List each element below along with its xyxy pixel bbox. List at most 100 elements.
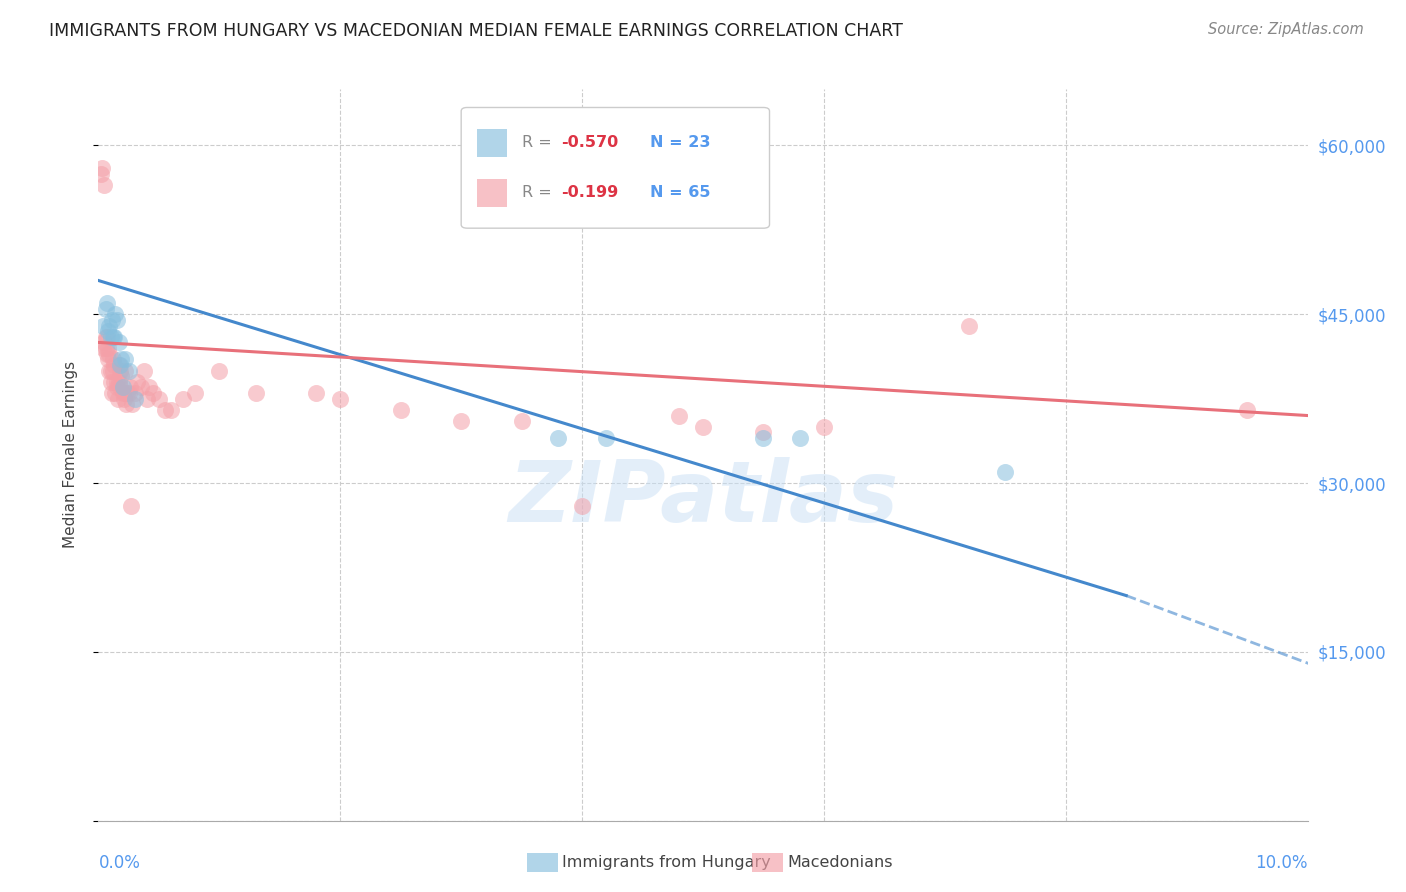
Text: R =: R = — [522, 136, 557, 151]
Point — [138, 380, 160, 394]
Point — [93, 335, 115, 350]
Point — [100, 363, 122, 377]
Point — [813, 419, 835, 434]
Point — [957, 318, 980, 333]
Point — [111, 380, 134, 394]
Point — [114, 352, 136, 367]
Text: N = 65: N = 65 — [650, 186, 710, 201]
Point — [571, 499, 593, 513]
Point — [111, 386, 134, 401]
Point — [91, 161, 114, 175]
Point — [105, 380, 128, 394]
Point — [91, 341, 114, 355]
Bar — [477, 128, 508, 157]
Point — [108, 335, 131, 350]
Point — [101, 352, 124, 367]
Point — [100, 375, 122, 389]
Point — [1236, 403, 1258, 417]
Point — [108, 375, 131, 389]
Point — [135, 392, 157, 406]
Point — [752, 431, 775, 445]
Text: Source: ZipAtlas.com: Source: ZipAtlas.com — [1208, 22, 1364, 37]
Point — [100, 313, 122, 327]
Point — [101, 330, 124, 344]
Point — [752, 425, 775, 440]
Text: IMMIGRANTS FROM HUNGARY VS MACEDONIAN MEDIAN FEMALE EARNINGS CORRELATION CHART: IMMIGRANTS FROM HUNGARY VS MACEDONIAN ME… — [49, 22, 903, 40]
Point — [108, 358, 131, 372]
Point — [994, 465, 1017, 479]
Point — [97, 341, 120, 355]
Point — [134, 363, 156, 377]
Point — [124, 386, 146, 401]
Point — [118, 363, 141, 377]
Point — [94, 341, 117, 355]
Point — [96, 330, 118, 344]
Point — [108, 358, 131, 372]
Text: Immigrants from Hungary: Immigrants from Hungary — [562, 855, 770, 870]
Point — [124, 392, 146, 406]
Point — [118, 386, 141, 401]
Point — [121, 397, 143, 411]
FancyBboxPatch shape — [461, 108, 769, 228]
Point — [104, 386, 127, 401]
Text: 0.0%: 0.0% — [98, 854, 141, 871]
Point — [595, 431, 617, 445]
Point — [245, 386, 267, 401]
Point — [692, 419, 714, 434]
Text: Macedonians: Macedonians — [787, 855, 893, 870]
Point — [112, 392, 135, 406]
Point — [105, 375, 128, 389]
Point — [127, 375, 149, 389]
Point — [120, 499, 142, 513]
Point — [90, 167, 112, 181]
Point — [96, 346, 118, 360]
Point — [103, 375, 125, 389]
Point — [172, 392, 194, 406]
Point — [100, 330, 122, 344]
Point — [789, 431, 811, 445]
Point — [93, 178, 115, 192]
Point — [148, 392, 170, 406]
Text: -0.199: -0.199 — [561, 186, 619, 201]
Text: -0.570: -0.570 — [561, 136, 619, 151]
Y-axis label: Median Female Earnings: Median Female Earnings — [63, 361, 77, 549]
Point — [108, 380, 131, 394]
Point — [142, 386, 165, 401]
Point — [94, 330, 117, 344]
Point — [129, 380, 152, 394]
Point — [98, 363, 121, 377]
Point — [110, 352, 132, 367]
Point — [104, 307, 127, 321]
Point — [305, 386, 328, 401]
Point — [329, 392, 352, 406]
Point — [115, 397, 138, 411]
Point — [97, 352, 120, 367]
Text: N = 23: N = 23 — [650, 136, 710, 151]
Point — [160, 403, 183, 417]
Point — [96, 296, 118, 310]
Point — [100, 386, 122, 401]
Point — [114, 363, 136, 377]
Point — [668, 409, 690, 423]
Point — [117, 386, 139, 401]
Point — [98, 318, 121, 333]
Point — [103, 330, 125, 344]
Point — [208, 363, 231, 377]
Point — [105, 313, 128, 327]
Point — [547, 431, 569, 445]
Point — [97, 324, 120, 338]
Point — [118, 380, 141, 394]
Text: 10.0%: 10.0% — [1256, 854, 1308, 871]
Point — [184, 386, 207, 401]
Point — [107, 392, 129, 406]
Text: ZIPatlas: ZIPatlas — [508, 458, 898, 541]
Point — [114, 386, 136, 401]
Point — [153, 403, 176, 417]
Point — [110, 369, 132, 384]
Point — [510, 414, 533, 428]
Point — [98, 346, 121, 360]
Point — [103, 358, 125, 372]
Point — [389, 403, 412, 417]
Point — [91, 318, 114, 333]
Point — [101, 363, 124, 377]
